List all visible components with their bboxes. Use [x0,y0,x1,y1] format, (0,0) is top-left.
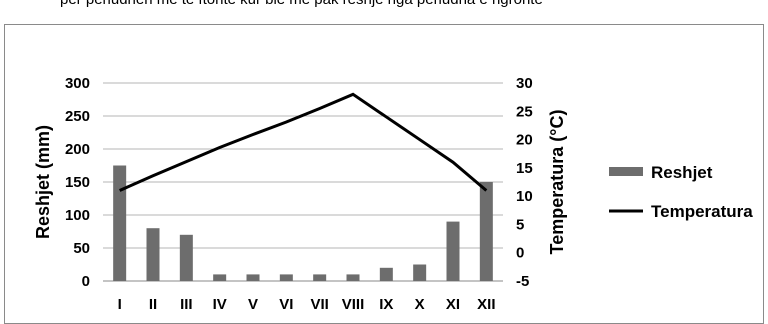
right-tick-label: 25 [516,103,533,120]
x-tick-label: XI [446,296,460,313]
bar-V [246,274,260,281]
x-tick-label: X [415,296,425,313]
legend-label-reshjet: Reshjet [651,163,713,182]
x-tick-label: VIII [342,296,365,313]
bar-VI [279,274,293,281]
right-axis-ticks: -5 0 5 10 15 20 25 30 [516,75,533,290]
bar-III [179,234,193,281]
temperatura-line [119,92,488,192]
x-tick-label: IV [213,296,227,313]
left-axis-title: Reshjet (mm) [33,125,53,239]
x-tick-label: V [248,296,258,313]
x-tick-label: II [149,296,157,313]
bar-XII [479,182,493,281]
bar-VIII [346,274,360,281]
left-tick-label: 50 [73,240,90,257]
x-tick-label: IX [379,296,393,313]
bar-IV [213,274,227,281]
right-tick-label: 20 [516,132,533,149]
right-tick-label: 5 [516,216,524,233]
legend-label-temperatura: Temperatura [651,202,753,221]
legend: Reshjet Temperatura [609,163,753,221]
left-tick-label: 200 [65,141,90,158]
x-tick-label: VI [279,296,293,313]
right-tick-label: 30 [516,75,533,92]
grid-lines [103,82,503,282]
partial-caption-text: për periudhën më të ftohtë kur bie më pa… [60,0,543,8]
bar-I [113,165,127,281]
right-tick-label: 15 [516,160,533,177]
right-tick-label: 0 [516,245,524,262]
x-tick-label: I [118,296,122,313]
legend-swatch-reshjet [609,167,643,176]
x-tick-label: XII [477,296,495,313]
bar-XI [446,221,460,281]
right-tick-label: 10 [516,188,533,205]
left-tick-label: 150 [65,174,90,191]
x-axis-ticks: I II III IV V VI VII VIII IX X XI XII [118,296,496,313]
line-series-temperatura [119,92,488,192]
right-tick-label: -5 [516,273,529,290]
bar-IX [379,267,393,281]
bar-X [413,264,427,281]
left-tick-label: 250 [65,108,90,125]
x-tick-label: VII [310,296,328,313]
bar-series-reshjet [113,165,493,281]
left-tick-label: 100 [65,207,90,224]
bar-II [146,228,160,281]
left-tick-label: 0 [82,273,90,290]
x-tick-label: III [180,296,193,313]
right-axis-title: Temperatura (°C) [547,110,567,255]
bar-VII [313,274,327,281]
left-axis-ticks: 0 50 100 150 200 250 300 [65,75,90,290]
left-tick-label: 300 [65,75,90,92]
